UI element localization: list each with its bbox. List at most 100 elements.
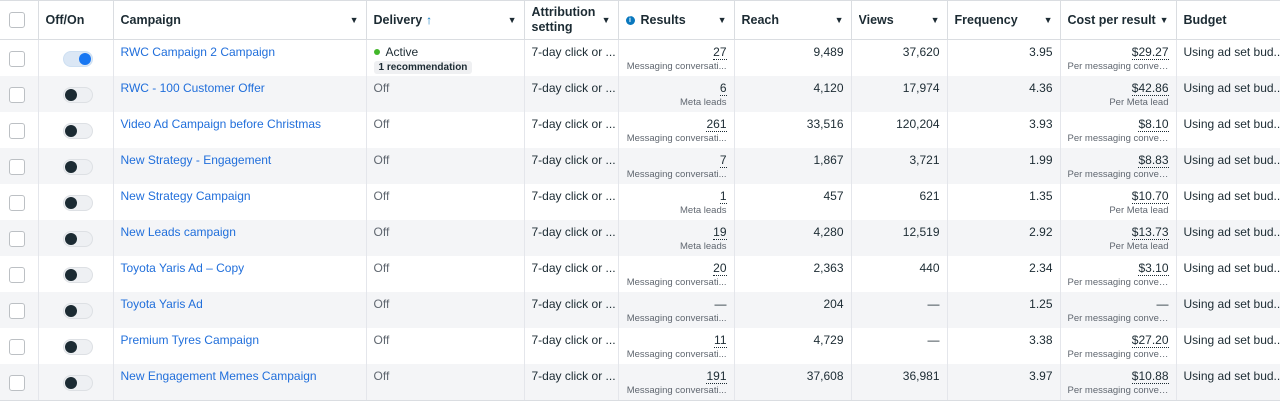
campaign-toggle[interactable] <box>62 123 93 139</box>
row-checkbox[interactable] <box>9 123 25 139</box>
off-on-header[interactable]: Off/On <box>38 0 114 40</box>
results-value[interactable]: — <box>714 297 727 311</box>
cost-value[interactable]: $10.88 <box>1131 369 1169 384</box>
row-checkbox[interactable] <box>9 195 25 211</box>
table-row[interactable]: New Engagement Memes Campaign Off 7-day … <box>0 364 1280 401</box>
campaign-toggle[interactable] <box>62 375 93 391</box>
table-row[interactable]: New Strategy - Engagement Off 7-day clic… <box>0 148 1280 184</box>
campaign-toggle[interactable] <box>62 267 93 283</box>
recommendation-badge[interactable]: 1 recommendation <box>373 61 473 74</box>
results-value[interactable]: 191 <box>706 369 727 384</box>
attribution-dropdown[interactable]: 7-day click or ...▼ <box>525 76 618 95</box>
row-checkbox[interactable] <box>9 159 25 175</box>
campaign-name-link[interactable]: New Strategy Campaign <box>120 189 251 203</box>
results-cell: 1 Meta leads <box>618 184 735 220</box>
campaign-toggle[interactable] <box>62 195 93 211</box>
cost-sort-caret-icon[interactable]: ▼ <box>1159 15 1169 25</box>
results-value[interactable]: 7 <box>719 153 727 168</box>
cost-value[interactable]: $13.73 <box>1131 225 1169 240</box>
campaign-name-link[interactable]: RWC Campaign 2 Campaign <box>120 45 276 59</box>
cost-value[interactable]: — <box>1156 297 1169 311</box>
campaign-name-link[interactable]: New Strategy - Engagement <box>120 153 272 167</box>
campaign-toggle[interactable] <box>62 339 93 355</box>
attribution-dropdown[interactable]: 7-day click or ...▼ <box>525 364 618 383</box>
results-header[interactable]: i Results ▼ <box>618 0 735 40</box>
campaign-name-link[interactable]: Video Ad Campaign before Christmas <box>120 117 322 131</box>
row-checkbox[interactable] <box>9 51 25 67</box>
campaign-toggle[interactable] <box>62 51 93 67</box>
table-row[interactable]: RWC - 100 Customer Offer Off 7-day click… <box>0 76 1280 112</box>
row-checkbox[interactable] <box>9 231 25 247</box>
results-sort-caret-icon[interactable]: ▼ <box>717 15 727 25</box>
results-value[interactable]: 261 <box>706 117 727 132</box>
delivery-header[interactable]: Delivery ↑ ▼ <box>366 0 525 40</box>
campaign-name-link[interactable]: New Engagement Memes Campaign <box>120 369 317 383</box>
attribution-dropdown[interactable]: 7-day click or ...▼ <box>525 328 618 347</box>
table-row[interactable]: RWC Campaign 2 Campaign Active 1 recommen… <box>0 39 1280 76</box>
table-row[interactable]: New Strategy Campaign Off 7-day click or… <box>0 184 1280 220</box>
row-checkbox[interactable] <box>9 339 25 355</box>
reach-header[interactable]: Reach ▼ <box>734 0 852 40</box>
cost-header[interactable]: Cost per result ▼ <box>1060 0 1177 40</box>
table-row[interactable]: Toyota Yaris Ad Off 7-day click or ...▼ … <box>0 292 1280 328</box>
row-checkbox[interactable] <box>9 267 25 283</box>
results-value[interactable]: 19 <box>713 225 727 240</box>
results-value[interactable]: 20 <box>713 261 727 276</box>
attribution-cell: 7-day click or ...▼ <box>524 112 619 148</box>
campaign-toggle[interactable] <box>62 303 93 319</box>
attribution-dropdown[interactable]: 7-day click or ...▼ <box>525 112 618 131</box>
cost-value[interactable]: $3.10 <box>1138 261 1169 276</box>
budget-value: Using ad set bud... <box>1183 117 1280 131</box>
frequency-value: 3.97 <box>1029 369 1053 383</box>
cost-value[interactable]: $8.10 <box>1138 117 1169 132</box>
campaign-sort-caret-icon[interactable]: ▼ <box>349 15 359 25</box>
table-row[interactable]: Toyota Yaris Ad – Copy Off 7-day click o… <box>0 256 1280 292</box>
campaign-name-link[interactable]: Toyota Yaris Ad <box>120 297 203 311</box>
views-sort-caret-icon[interactable]: ▼ <box>930 15 940 25</box>
cost-value[interactable]: $8.83 <box>1138 153 1169 168</box>
attribution-dropdown[interactable]: 7-day click or ...▼ <box>525 148 618 167</box>
views-header[interactable]: Views ▼ <box>851 0 948 40</box>
attribution-header[interactable]: Attribution setting ▼ <box>524 0 619 40</box>
row-checkbox[interactable] <box>9 303 25 319</box>
results-value[interactable]: 1 <box>719 189 727 204</box>
cost-value[interactable]: $10.70 <box>1131 189 1169 204</box>
cost-value[interactable]: $42.86 <box>1131 81 1169 96</box>
attribution-dropdown[interactable]: 7-day click or ...▼ <box>525 256 618 275</box>
budget-header[interactable]: Budget <box>1176 0 1280 40</box>
results-value[interactable]: 27 <box>713 45 727 60</box>
campaign-toggle[interactable] <box>62 159 93 175</box>
delivery-sort-caret-icon[interactable]: ▼ <box>507 15 517 25</box>
cost-value[interactable]: $27.20 <box>1131 333 1169 348</box>
attribution-dropdown[interactable]: 7-day click or ...▼ <box>525 184 618 203</box>
campaign-header[interactable]: Campaign ▼ <box>113 0 367 40</box>
attribution-dropdown[interactable]: 7-day click or ...▼ <box>525 292 618 311</box>
attribution-dropdown[interactable]: 7-day click or ...▼ <box>525 40 618 59</box>
campaign-name-link[interactable]: New Leads campaign <box>120 225 236 239</box>
reach-sort-caret-icon[interactable]: ▼ <box>834 15 844 25</box>
table-row[interactable]: Premium Tyres Campaign Off 7-day click o… <box>0 328 1280 364</box>
results-value[interactable]: 11 <box>714 333 727 348</box>
campaign-toggle[interactable] <box>62 87 93 103</box>
results-value[interactable]: 6 <box>719 81 727 96</box>
campaign-name-link[interactable]: RWC - 100 Customer Offer <box>120 81 265 95</box>
campaign-name-link[interactable]: Toyota Yaris Ad – Copy <box>120 261 245 275</box>
campaign-toggle[interactable] <box>62 231 93 247</box>
info-icon[interactable]: i <box>625 15 635 25</box>
attribution-dropdown[interactable]: 7-day click or ...▼ <box>525 220 618 239</box>
campaign-cell: New Engagement Memes Campaign <box>113 364 367 401</box>
cost-value[interactable]: $29.27 <box>1131 45 1169 60</box>
attribution-sort-caret-icon[interactable]: ▼ <box>601 15 611 25</box>
row-checkbox[interactable] <box>9 375 25 391</box>
views-cell: 17,974 <box>851 76 948 112</box>
delivery-status-text: Off <box>373 117 390 131</box>
campaign-name-link[interactable]: Premium Tyres Campaign <box>120 333 260 347</box>
table-row[interactable]: New Leads campaign Off 7-day click or ..… <box>0 220 1280 256</box>
frequency-cell: 4.36 <box>947 76 1061 112</box>
table-row[interactable]: Video Ad Campaign before Christmas Off 7… <box>0 112 1280 148</box>
select-all-checkbox[interactable] <box>9 12 25 28</box>
row-checkbox[interactable] <box>9 87 25 103</box>
frequency-header[interactable]: Frequency ▼ <box>947 0 1061 40</box>
frequency-sort-caret-icon[interactable]: ▼ <box>1043 15 1053 25</box>
